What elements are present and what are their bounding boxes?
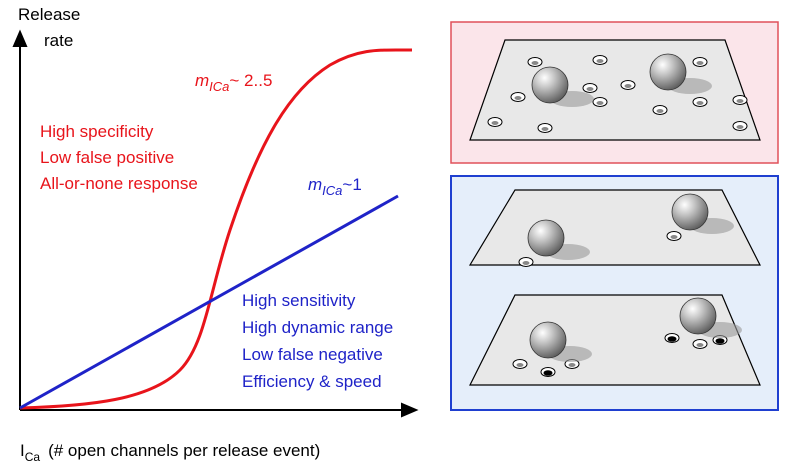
blue-panel [450, 175, 779, 411]
blue-property: Efficiency & speed [242, 372, 382, 391]
y-axis-label: Release [18, 5, 80, 24]
axes [12, 29, 419, 418]
blue-property: High dynamic range [242, 318, 393, 337]
x-axis-label: ICa (# open channels per release event) [20, 441, 320, 464]
red-property: Low false positive [40, 148, 174, 167]
red-curve [19, 48, 413, 410]
red-property: All-or-none response [40, 174, 198, 193]
y-axis-label: rate [44, 31, 73, 50]
blue-property: High sensitivity [242, 291, 356, 310]
red-curve-label: mICa~ 2..5 [195, 71, 272, 94]
blue-line-label: mICa~1 [308, 175, 362, 198]
red-property: High specificity [40, 122, 154, 141]
blue-line [19, 194, 399, 410]
red-panel [450, 21, 779, 164]
blue-property: Low false negative [242, 345, 383, 364]
